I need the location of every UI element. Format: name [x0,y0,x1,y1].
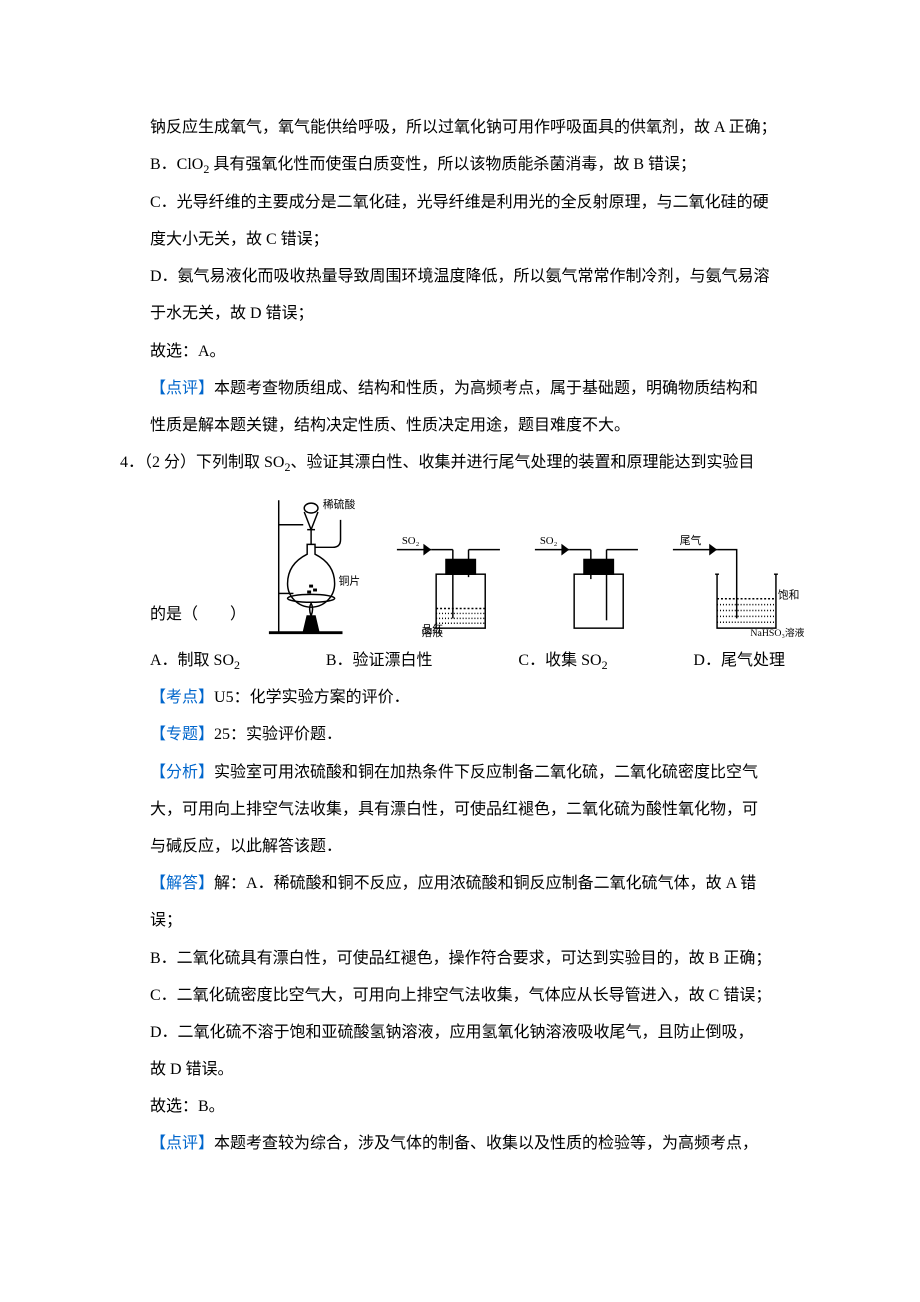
q3-b-pre: B．ClO [150,156,203,173]
diagram-1-icon: 稀硫酸 铜片 [264,489,372,639]
kaodian-tag: 【考点】 [150,689,214,706]
svg-text:溶液: 溶液 [422,626,444,639]
choice-c-pre: C．收集 SO [518,652,601,669]
diagram-2-icon: SO₂ 品红 溶液 [392,529,510,639]
q4-stem-tail: 的是（ ） [150,597,244,638]
svg-text:铜片: 铜片 [339,574,361,587]
q4-diagram-row: 的是（ ） 稀硫酸 铜片 [150,489,805,639]
q4-jieda-d2: 故 D 错误。 [150,1052,805,1087]
choice-c-sub: 2 [602,658,608,672]
svg-text:饱和: 饱和 [778,589,800,601]
kaodian-text: U5：化学实验方案的评价． [214,689,410,706]
q4-review-tag: 【点评】 [150,1135,214,1152]
q3-b-post: 具有强氧化性而使蛋白质变性，所以该物质能杀菌消毒，故 B 错误； [209,156,696,173]
q3-a: 钠反应生成氧气，氧气能供给呼吸，所以过氧化钠可用作呼吸面具的供氧剂，故 A 正确… [150,110,805,145]
q3-c2: 度大小无关，故 C 错误； [150,222,805,257]
jieda-tag: 【解答】 [150,875,214,892]
q4-stem-pre: 4．（2 分）下列制取 SO [120,454,284,471]
q3-c1: C．光导纤维的主要成分是二氧化硅，光导纤维是利用光的全反射原理，与二氧化硅的硬 [150,185,805,220]
q4-choices: A．制取 SO2 B．验证漂白性 C．收集 SO2 D．尾气处理 [150,643,805,679]
choice-a-sub: 2 [234,658,240,672]
q3-d1: D．氨气易液化而吸收热量导致周围环境温度降低，所以氨气常常作制冷剂，与氨气易溶 [150,259,805,294]
q4-jieda-c: C．二氧化硫密度比空气大，可用向上排空气法收集，气体应从长导管进入，故 C 错误… [150,978,805,1013]
q4-jieda-b: B．二氧化硫具有漂白性，可使品红褪色，操作符合要求，可达到实验目的，故 B 正确… [150,941,805,976]
svg-text:SO₂: SO₂ [402,534,420,546]
fenxi-tag: 【分析】 [150,764,214,781]
q4-jieda-a2: 误； [150,903,805,938]
choice-a-pre: A．制取 SO [150,652,234,669]
choice-c: C．收集 SO2 [518,643,607,679]
fenxi-text1: 实验室可用浓硫酸和铜在加热条件下反应制备二氧化硫，二氧化硫密度比空气 [214,764,758,781]
jieda-a1-text: 解：A．稀硫酸和铜不反应，应用浓硫酸和铜反应制备二氧化硫气体，故 A 错 [214,875,756,892]
q4-stem-post: 、验证其漂白性、收集并进行尾气处理的装置和原理能达到实验目 [290,454,754,471]
q4-stem-1: 4．（2 分）下列制取 SO2、验证其漂白性、收集并进行尾气处理的装置和原理能达… [120,445,805,481]
zhuanti-tag: 【专题】 [150,726,214,743]
choice-b: B．验证漂白性 [326,643,433,679]
q4-fenxi-1: 【分析】实验室可用浓硫酸和铜在加热条件下反应制备二氧化硫，二氧化硫密度比空气 [150,755,805,790]
q3-d2: 于水无关，故 D 错误； [150,296,805,331]
q4-review-text: 本题考查较为综合，涉及气体的制备、收集以及性质的检验等，为高频考点， [214,1135,758,1152]
q3-review-text1: 本题考查物质组成、结构和性质，为高频考点，属于基础题，明确物质结构和 [214,380,758,397]
zhuanti-text: 25：实验评价题． [214,726,342,743]
q4-select: 故选：B。 [150,1089,805,1124]
q4-jieda-d1: D．二氧化硫不溶于饱和亚硫酸氢钠溶液，应用氢氧化钠溶液吸收尾气，且防止倒吸， [150,1015,805,1050]
q3-select: 故选：A。 [150,334,805,369]
q3-review-1: 【点评】本题考查物质组成、结构和性质，为高频考点，属于基础题，明确物质结构和 [150,371,805,406]
svg-text:尾气: 尾气 [679,533,701,546]
svg-text:NaHSO₃溶液: NaHSO₃溶液 [750,626,804,639]
q4-review: 【点评】本题考查较为综合，涉及气体的制备、收集以及性质的检验等，为高频考点， [150,1126,805,1161]
q3-review-2: 性质是解本题关键，结构决定性质、性质决定用途，题目难度不大。 [150,408,805,443]
choice-d: D．尾气处理 [693,643,785,679]
svg-text:SO₂: SO₂ [540,534,558,546]
q3-review-tag: 【点评】 [150,380,214,397]
q3-b: B．ClO2 具有强氧化性而使蛋白质变性，所以该物质能杀菌消毒，故 B 错误； [150,147,805,183]
q4-zhuanti: 【专题】25：实验评价题． [150,717,805,752]
choice-a: A．制取 SO2 [150,643,240,679]
q4-fenxi-3: 与碱反应，以此解答该题． [150,829,805,864]
q4-fenxi-2: 大，可用向上排空气法收集，具有漂白性，可使品红褪色，二氧化硫为酸性氧化物，可 [150,792,805,827]
diagram-3-icon: SO₂ [530,529,648,639]
diagram-4-icon: 尾气 饱和 NaHSO₃溶液 [668,529,805,639]
q4-kaodian: 【考点】U5：化学实验方案的评价． [150,680,805,715]
q4-jieda-a1: 【解答】解：A．稀硫酸和铜不反应，应用浓硫酸和铜反应制备二氧化硫气体，故 A 错 [150,866,805,901]
svg-text:稀硫酸: 稀硫酸 [323,498,356,511]
